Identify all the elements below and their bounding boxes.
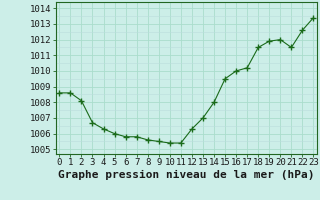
X-axis label: Graphe pression niveau de la mer (hPa): Graphe pression niveau de la mer (hPa) xyxy=(58,170,315,180)
